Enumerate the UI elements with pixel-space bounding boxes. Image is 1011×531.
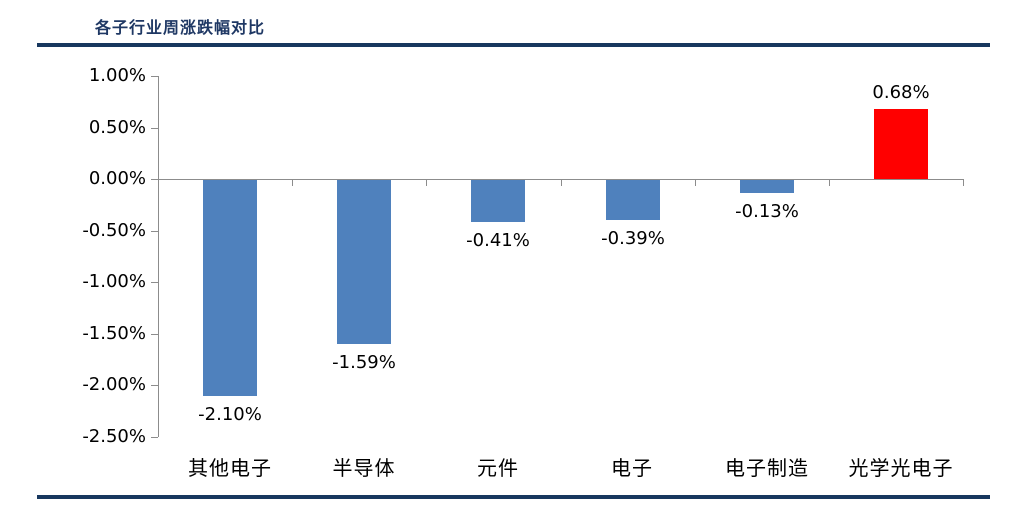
y-tick-label: 0.50% — [88, 117, 146, 138]
y-tick-label: 0.00% — [88, 168, 146, 189]
bar-value-label: -2.10% — [198, 404, 262, 425]
y-tick-label: -0.50% — [82, 220, 146, 241]
x-axis-tick — [426, 179, 427, 186]
bar-value-label: -0.39% — [601, 228, 665, 249]
bar-value-label: -0.41% — [466, 230, 530, 251]
x-axis-tick — [963, 179, 964, 186]
bar — [740, 180, 794, 193]
bar-value-label: -0.13% — [735, 201, 799, 222]
y-axis-tick — [151, 385, 158, 386]
y-axis-tick — [151, 334, 158, 335]
bottom-divider — [37, 495, 990, 499]
y-tick-label: -2.50% — [82, 426, 146, 447]
x-category-label: 电子 — [611, 456, 653, 480]
y-tick-label: 1.00% — [88, 65, 146, 86]
bar — [874, 109, 928, 179]
y-tick-label: -2.00% — [82, 374, 146, 395]
x-category-label: 半导体 — [332, 456, 396, 480]
y-axis-line — [158, 76, 159, 437]
y-axis-tick — [151, 437, 158, 438]
bar — [471, 180, 525, 222]
chart-title: 各子行业周涨跌幅对比 — [95, 18, 266, 37]
y-tick-label: -1.00% — [82, 271, 146, 292]
bar — [606, 180, 660, 220]
x-axis-tick — [561, 179, 562, 186]
y-tick-label: -1.50% — [82, 323, 146, 344]
y-axis-tick — [151, 128, 158, 129]
x-axis-tick — [292, 179, 293, 186]
y-axis-tick — [151, 76, 158, 77]
bar — [337, 180, 391, 344]
y-axis-tick — [151, 231, 158, 232]
x-category-label: 其他电子 — [188, 456, 272, 480]
bar — [203, 180, 257, 396]
x-category-label: 光学光电子 — [848, 456, 954, 480]
top-divider — [37, 43, 990, 47]
x-axis-tick — [695, 179, 696, 186]
x-axis-tick — [829, 179, 830, 186]
bar-value-label: -1.59% — [332, 352, 396, 373]
x-category-label: 电子制造 — [725, 456, 809, 480]
y-axis-tick — [151, 282, 158, 283]
x-category-label: 元件 — [477, 456, 519, 480]
y-axis-tick — [151, 179, 158, 180]
bar-value-label: 0.68% — [872, 82, 930, 103]
